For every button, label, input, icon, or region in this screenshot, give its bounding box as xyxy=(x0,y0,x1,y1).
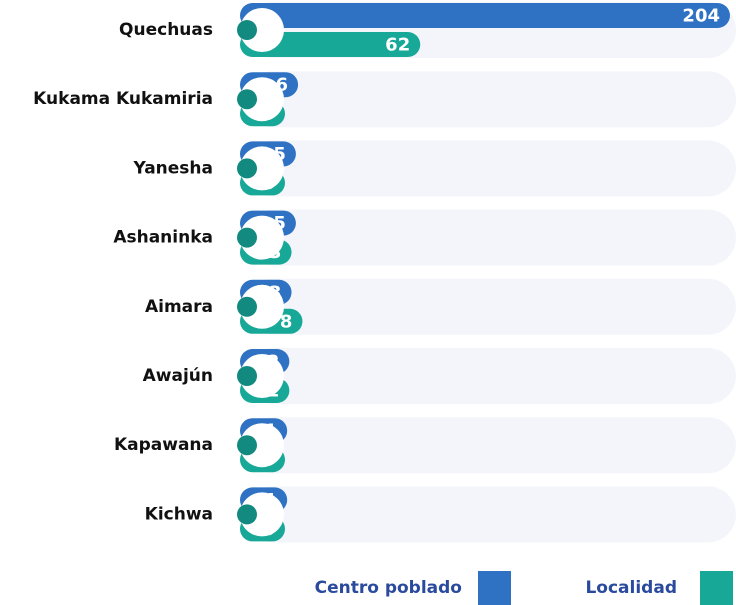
value-label: 204 xyxy=(682,6,720,27)
row-marker-ring xyxy=(240,77,284,122)
row-background xyxy=(245,209,736,266)
row-background xyxy=(245,278,736,335)
row-marker-ring xyxy=(240,146,284,191)
row-marker-ring xyxy=(240,215,284,260)
row-marker-dot xyxy=(237,227,257,248)
value-label: 62 xyxy=(385,35,410,56)
category-label: Yanesha xyxy=(132,158,213,178)
row-background xyxy=(245,486,736,543)
legend-swatch xyxy=(478,571,511,605)
row-background xyxy=(245,417,736,474)
value-label: 8 xyxy=(280,311,293,332)
row-background xyxy=(245,348,736,404)
row-marker-ring xyxy=(240,284,284,329)
row-marker-dot xyxy=(237,158,257,179)
row-marker-ring xyxy=(240,492,284,537)
category-label: Kukama Kukamiria xyxy=(33,89,213,109)
category-label: Kapawana xyxy=(114,435,213,455)
row-marker-dot xyxy=(237,435,257,456)
category-label: Awajún xyxy=(143,366,213,386)
row-background xyxy=(245,71,736,128)
bar xyxy=(240,3,730,28)
row-marker-dot xyxy=(237,296,257,317)
row-background xyxy=(245,140,736,197)
bar xyxy=(240,32,421,57)
legend-label: Centro poblado xyxy=(315,578,462,598)
category-label: Kichwa xyxy=(145,504,213,524)
row-marker-ring xyxy=(240,423,284,468)
category-label: Ashaninka xyxy=(113,228,213,248)
row-marker-ring xyxy=(240,8,284,52)
row-marker-ring xyxy=(240,354,284,398)
category-label: Aimara xyxy=(145,297,213,317)
row-marker-dot xyxy=(237,504,257,525)
legend-label: Localidad xyxy=(585,578,677,598)
row-marker-dot xyxy=(237,89,257,110)
legend-swatch xyxy=(700,571,733,605)
row-marker-dot xyxy=(237,366,257,386)
category-label: Quechuas xyxy=(119,20,213,40)
row-marker-dot xyxy=(237,20,257,40)
